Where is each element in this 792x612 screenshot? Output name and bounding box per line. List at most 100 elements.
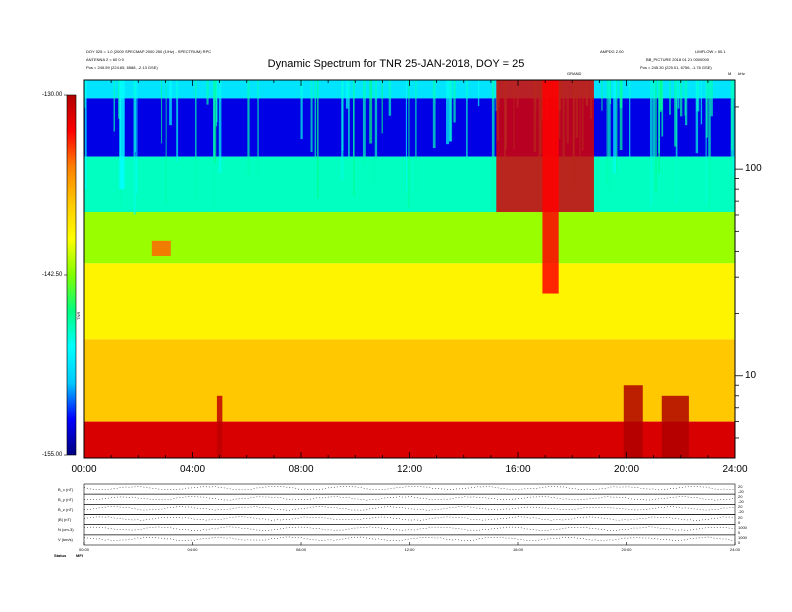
spectrum-streak [606,80,608,184]
x-tick-label: 20:00 [613,464,640,475]
spectrum-streak [381,80,383,134]
header-right-corner: kHz [738,71,745,76]
lower-right-tick-label: -20 [738,509,744,515]
lower-trace-0 [83,485,736,491]
spectrum-streak [615,80,618,173]
spectrum-streak [669,80,671,115]
radio-burst-4 [661,395,689,458]
spectrum-streak [84,80,87,190]
radio-burst-5 [216,395,223,458]
lower-x-tick-label: 04:00 [187,547,198,552]
spectrum-streak [650,80,653,206]
x-tick-label: 24:00 [722,464,748,475]
spectrum-streak [405,80,408,192]
spectrum-streak [257,80,259,176]
lower-panel-3 [83,514,736,525]
y-tick-label: 10 [745,369,757,381]
spectrum-streak [415,80,417,192]
spectrum-streak [195,80,197,199]
lower-panel-4 [83,524,736,536]
spectrum-streak [353,80,355,197]
lower-panel-0 [83,483,736,495]
lower-right-tick-label: 1000 [738,524,747,530]
footer-value: MFI [76,553,83,558]
spectrum-streak [218,80,222,174]
lower-right-tick-label: 1000 [738,534,747,540]
spectrum-streak [619,80,623,151]
spectrum-streak [684,80,688,126]
spectrum-streak [700,80,703,125]
spectrum-streak [677,80,680,109]
lower-x-tick-label: 16:00 [512,547,523,552]
spectrum-streak [169,80,172,126]
spectrum-streak [658,80,660,153]
spectrum-streak [449,80,453,142]
spectrum-streak [247,80,250,176]
spectrum-streak [695,80,699,154]
lower-right-tick-label: -20 [738,489,744,495]
footer-label: Status [54,553,67,558]
lower-right-tick-label: 0 [738,539,741,545]
spectrum-streak [362,80,366,166]
lower-right-tick-label: 20 [738,484,743,489]
spectrum-streak [369,80,373,144]
spectrum-streak [674,80,677,147]
spectrum-streak [732,80,735,176]
x-tick-label: 00:00 [71,464,97,475]
lower-trace-1 [83,495,736,501]
spectrum-streak [348,80,350,167]
y-tick-label: 100 [745,163,762,175]
spectrum-streak [213,80,216,209]
spectrum-streak [136,80,138,194]
spectrum-streak [446,80,450,145]
spectrum-streak [432,80,436,149]
spectrum-streak [708,80,711,210]
lower-panel-label: N (cm-3) [58,527,74,533]
spectrum-streak [161,80,163,144]
spectrum-streak [84,80,86,108]
spectrum-streak [215,80,218,127]
lower-panel-label: B_x (nT) [58,486,74,492]
lower-trace-5 [83,536,736,542]
spectrum-streak [613,80,616,173]
spectrum-streak [661,80,664,137]
spectrum-streak [705,80,708,138]
header-left-line3: Pos = 245.59 (224.65, 6588, -2.13 GSE) [86,65,158,70]
lower-panel-label: B_z (nT) [58,506,74,512]
spectrum-streak [491,80,495,212]
chart-title: Dynamic Spectrum for TNR 25-JAN-2018, DO… [267,58,525,70]
lower-x-tick-label: 00:00 [78,547,89,552]
spectrum-streak [628,80,631,161]
spectrum-streak [374,80,378,184]
spectrum-streak [655,80,657,193]
header-right-line3: BB_PICTURE 2018 01 21 0000000 [646,57,709,62]
spectrum-streak [680,80,683,117]
spectrum-streak [314,80,316,160]
colorbar-tick-label: -155.00 [42,452,63,458]
colorbar-tick-label: -130.00 [42,92,63,98]
lower-panel-label: |B| (nT) [58,517,72,523]
spectrum-band-4 [84,263,735,340]
spectrum-streak [710,80,713,117]
spectrum-streak [316,80,319,199]
spectrum-streak [466,80,468,159]
lower-panel-2 [83,504,736,515]
lower-trace-3 [83,516,736,521]
radio-burst-1 [542,80,559,294]
lower-right-tick-label: 0 [738,519,741,525]
spectrum-streak [477,80,480,107]
spectrum-streak [341,80,344,181]
lower-right-tick-label: 20 [738,514,743,520]
lower-right-tick-label: 20 [738,494,743,500]
spectrum-streak [705,80,707,204]
header-left-line2: ANTENNA 2 = 60 0 0 [86,57,124,62]
spectrum-streak [658,80,662,112]
spectrum-streak [730,80,733,178]
radio-burst-3 [623,385,643,458]
spectrum-streak [408,80,410,208]
x-tick-label: 08:00 [288,464,314,475]
lower-x-tick-label: 08:00 [295,547,306,552]
header-right-line4: Pos = 245.30 (225.01, 6756, -1.76 GSE) [640,65,712,70]
